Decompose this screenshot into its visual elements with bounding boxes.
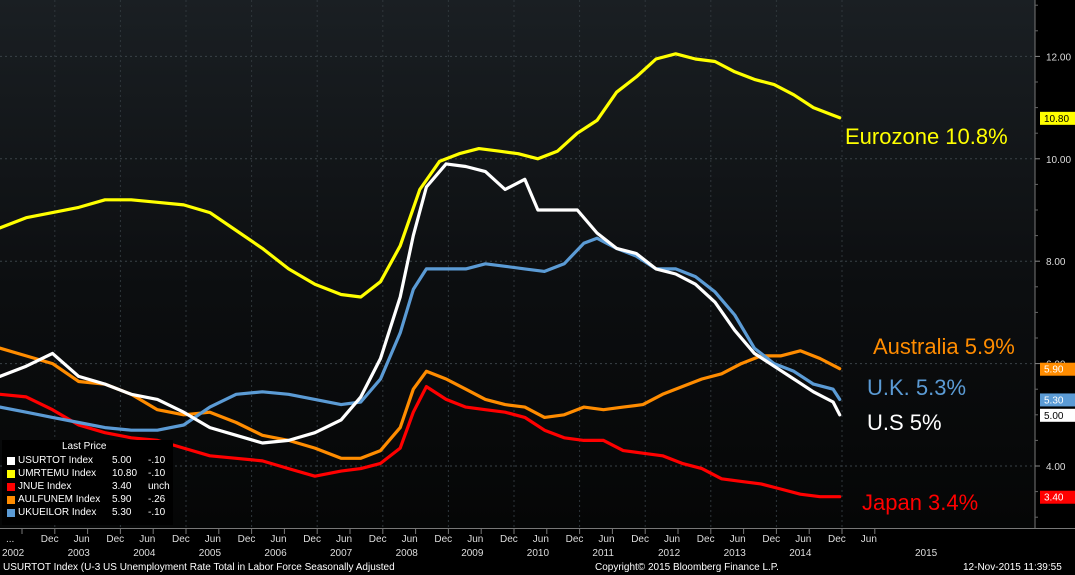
x-tick-label-year: 2011 [592, 548, 614, 559]
legend-last-price: 5.30 [112, 507, 132, 518]
series-end-label: Australia 5.9% [873, 334, 1015, 359]
series-end-label: U.S 5% [867, 410, 942, 435]
x-tick-label-year: 2009 [461, 548, 484, 559]
legend-change: -.26 [148, 494, 166, 505]
last-value-badge [1040, 408, 1075, 422]
series-end-label: Japan 3.4% [862, 490, 978, 515]
legend-row-usurtot: USURTOT Index 5.00 -.10 [7, 455, 173, 468]
x-tick-label-year: 2008 [396, 548, 419, 559]
legend-swatch [7, 509, 15, 517]
series-end-labels: Eurozone 10.8% Australia 5.9% Japan 3.4% U.… [845, 124, 1015, 515]
right-axis-panel [1035, 0, 1075, 528]
last-value-badge [1040, 362, 1075, 376]
last-value-text: 5.00 [1044, 411, 1064, 422]
legend-change: unch [148, 481, 170, 492]
legend-ticker: JNUE Index [18, 481, 72, 492]
series-end-label: Eurozone 10.8% [845, 124, 1008, 149]
x-tick-label-month: Jun [598, 534, 614, 545]
legend-row-aulfunem: AULFUNEM Index 5.90 -.26 [7, 494, 173, 507]
legend-last-price: 5.90 [112, 494, 132, 505]
legend-row-ukueilor: UKUEILOR Index 5.30 -.10 [7, 507, 173, 520]
x-tick-label-month: Dec [566, 534, 584, 545]
legend-last-price: 5.00 [112, 455, 132, 466]
legend: Last Price USURTOT Index 5.00 -.10 UMRTE… [2, 440, 173, 525]
legend-row-umrtemu: UMRTEMU Index 10.80 -.10 [7, 468, 173, 481]
last-value-text: 3.40 [1044, 493, 1064, 504]
y-tick-label: 10.00 [1046, 155, 1071, 166]
x-axis-ticks: ... Dec Jun Dec Jun Dec Jun Dec Jun Dec Jun Dec Jun D… [2, 528, 938, 559]
y-tick-label: 8.00 [1046, 257, 1066, 268]
x-tick-label-year: 2014 [789, 548, 812, 559]
legend-ticker: AULFUNEM Index [18, 494, 101, 505]
x-tick-label-month: Jun [730, 534, 746, 545]
x-tick-label-month: Dec [172, 534, 190, 545]
last-value-badge [1040, 393, 1075, 407]
legend-last-price: 10.80 [112, 468, 138, 479]
x-tick-label-month: Dec [762, 534, 780, 545]
last-value-text: 5.30 [1044, 395, 1064, 406]
x-tick-label-year: 2003 [68, 548, 91, 559]
last-value-badge [1040, 111, 1075, 125]
x-tick-label-month: Dec [434, 534, 452, 545]
legend-swatch [7, 496, 15, 504]
x-tick-label-month: Jun [139, 534, 155, 545]
footer-description: USURTOT Index (U-3 US Unemployment Rate … [3, 562, 395, 573]
legend-ticker: UMRTEMU Index [18, 468, 97, 479]
legend-swatch [7, 483, 15, 491]
x-tick-label-year: 2002 [2, 548, 25, 559]
x-tick-label-month: Jun [664, 534, 680, 545]
x-tick-label-month: Jun [795, 534, 811, 545]
x-tick-label-month: Jun [74, 534, 90, 545]
legend-change: -.10 [148, 455, 166, 466]
last-value-badge [1040, 490, 1075, 504]
legend-ticker: USURTOT Index [18, 455, 94, 466]
y-tick-label: 4.00 [1046, 462, 1066, 473]
x-tick-label-year: 2013 [724, 548, 747, 559]
x-tick-label-year: 2010 [527, 548, 550, 559]
footer-copyright: Copyright© 2015 Bloomberg Finance L.P. [595, 562, 779, 573]
series-end-label: U.K. 5.3% [867, 375, 966, 400]
x-tick-label-year: 2004 [133, 548, 156, 559]
x-tick-label-month: ... [6, 534, 14, 545]
x-tick-label-month: Dec [106, 534, 124, 545]
x-tick-label-month: Dec [369, 534, 387, 545]
x-tick-label-month: Dec [697, 534, 715, 545]
legend-change: -.10 [148, 507, 166, 518]
x-tick-label-month: Dec [500, 534, 518, 545]
series-line-umrtemu [0, 52, 842, 299]
x-tick-label-month: Dec [631, 534, 649, 545]
x-tick-label-month: Jun [467, 534, 483, 545]
bottom-axis-panel [0, 528, 1075, 575]
x-tick-label-month: Dec [238, 534, 256, 545]
series-line-usurtot [0, 162, 842, 445]
y-tick-label: 12.00 [1046, 52, 1071, 63]
x-tick-label-year: 2005 [199, 548, 222, 559]
x-tick-label-month: Dec [303, 534, 321, 545]
x-tick-label-month: Dec [41, 534, 59, 545]
legend-last-price: 3.40 [112, 481, 132, 492]
series-line-aulfunem [0, 346, 842, 460]
legend-swatch [7, 470, 15, 478]
last-value-text: 10.80 [1044, 114, 1069, 125]
last-value-text: 5.90 [1044, 365, 1064, 376]
legend-title: Last Price [62, 441, 107, 452]
last-value-badges: 10.80 5.90 3.40 5.30 5.00 [1040, 111, 1075, 504]
legend-swatch [7, 457, 15, 465]
legend-row-jnue: JNUE Index 3.40 unch [7, 481, 173, 494]
x-tick-label-month: Jun [270, 534, 286, 545]
x-tick-label-month: Jun [336, 534, 352, 545]
x-tick-label-year: 2006 [264, 548, 287, 559]
series-line-ukueilor [0, 236, 842, 432]
x-tick-label-year: 2015 [915, 548, 938, 559]
legend-ticker: UKUEILOR Index [18, 507, 97, 518]
footer-timestamp: 12-Nov-2015 11:39:55 [963, 562, 1062, 573]
x-tick-label-year: 2012 [658, 548, 681, 559]
x-tick-label-month: Dec [828, 534, 846, 545]
x-tick-label-month: Jun [402, 534, 418, 545]
legend-change: -.10 [148, 468, 166, 479]
x-tick-label-month: Jun [205, 534, 221, 545]
x-tick-label-month: Jun [533, 534, 549, 545]
x-tick-label-year: 2007 [330, 548, 353, 559]
x-tick-label-month: Jun [861, 534, 877, 545]
